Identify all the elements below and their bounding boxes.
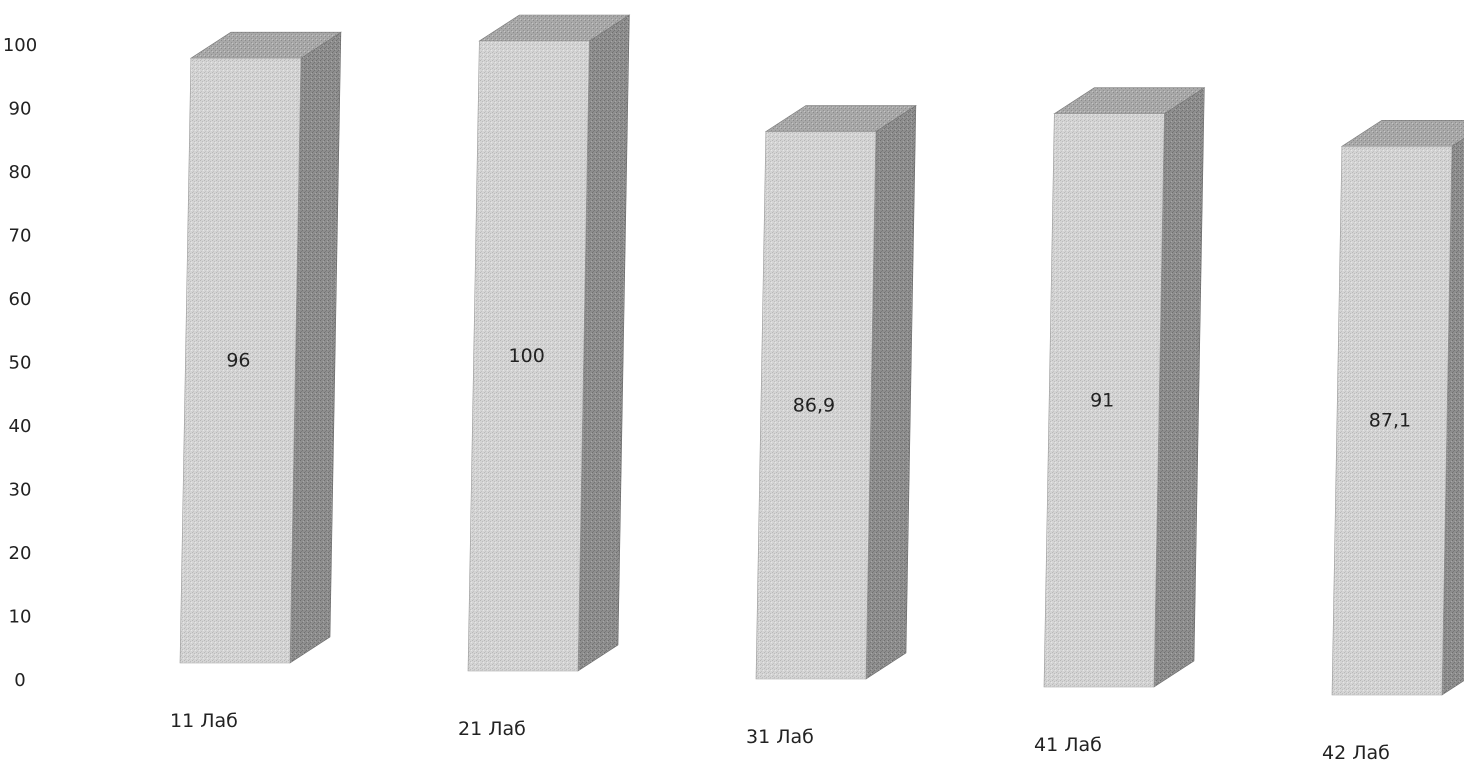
bar: 100: [467, 14, 631, 672]
y-tick-label: 50: [9, 353, 32, 374]
bar-data-label: 96: [226, 350, 250, 372]
y-tick-label: 10: [9, 607, 32, 628]
y-tick-label: 20: [9, 543, 32, 564]
y-tick-label: 70: [9, 226, 32, 247]
category-label: 11 Лаб: [170, 710, 238, 732]
bar: 91: [1043, 87, 1206, 688]
y-tick-label: 90: [9, 99, 32, 120]
bar-front-face: [467, 40, 590, 672]
y-tick-label: 40: [9, 416, 32, 437]
y-axis: 0 10 20 30 40 50 60 70 80 90 100: [3, 35, 37, 691]
bar-data-label: 87,1: [1369, 410, 1411, 432]
bar-data-label: 100: [509, 345, 545, 367]
category-label: 31 Лаб: [746, 726, 814, 748]
y-tick-label: 0: [14, 670, 25, 691]
bar: 96: [179, 31, 342, 664]
bar-front-face: [179, 57, 302, 664]
bar: 86,9: [755, 104, 917, 680]
y-tick-label: 100: [3, 35, 37, 56]
bars: 96 100 86,9 91 87,1: [179, 14, 1464, 696]
y-tick-label: 80: [9, 162, 32, 183]
category-label: 42 Лаб: [1322, 742, 1390, 761]
bar-data-label: 91: [1090, 389, 1114, 411]
y-tick-label: 30: [9, 480, 32, 501]
bar: 87,1: [1331, 119, 1464, 696]
bar-front-face: [1043, 113, 1165, 688]
bar-data-label: 86,9: [793, 394, 835, 416]
bar-front-face: [1331, 145, 1453, 696]
category-axis: 11 Лаб 21 Лаб 31 Лаб 41 Лаб 42 Лаб: [170, 710, 1390, 761]
bar-front-face: [755, 131, 877, 680]
category-label: 41 Лаб: [1034, 734, 1102, 756]
bar-top-face: [1340, 119, 1464, 147]
y-tick-label: 60: [9, 289, 32, 310]
category-label: 21 Лаб: [458, 718, 526, 740]
